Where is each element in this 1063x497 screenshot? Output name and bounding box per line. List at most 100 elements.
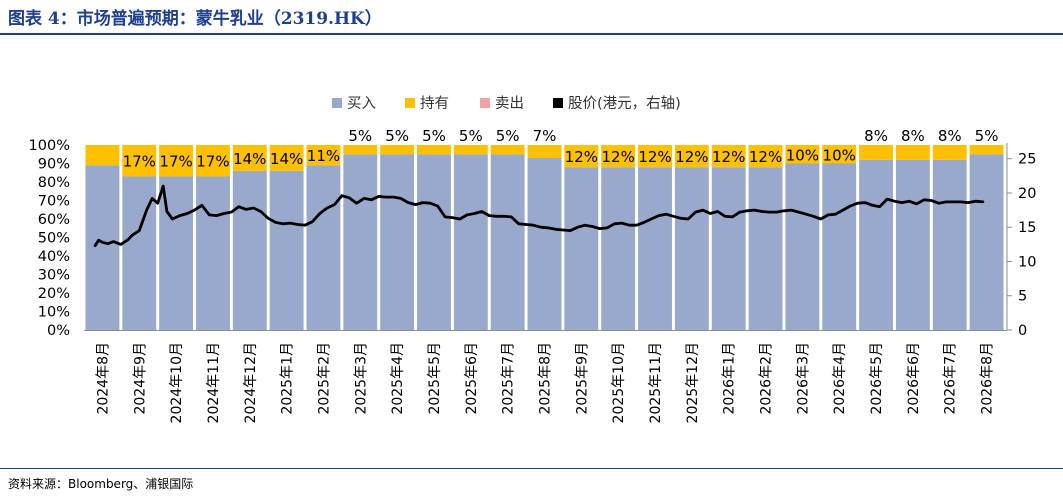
hold-data-label: 17% xyxy=(196,153,229,171)
buy-bar-segment xyxy=(711,167,746,330)
hold-bar-segment xyxy=(306,145,341,166)
hold-data-label: 5% xyxy=(975,127,999,145)
right-axis: 0 5 10 15 20 25 xyxy=(1006,143,1036,339)
hold-data-label: 11% xyxy=(307,147,340,165)
hold-bar-segment xyxy=(932,145,967,160)
hold-bar-segment xyxy=(417,145,451,155)
price-series-line xyxy=(93,184,985,248)
buy-bar-segment xyxy=(527,157,562,330)
hold-bar-segment xyxy=(601,145,636,168)
legend-price-swatch xyxy=(553,98,563,108)
x-tick-label: 2024年11月 xyxy=(206,342,222,423)
left-tick-label: 0% xyxy=(47,323,70,339)
buy-bar-segment xyxy=(195,176,230,330)
hold-data-label: 14% xyxy=(233,150,266,168)
buy-bar-segment xyxy=(785,163,820,330)
buy-bar-segment xyxy=(417,154,451,330)
x-tick-label: 2025年6月 xyxy=(464,342,480,415)
x-tick-label: 2024年10月 xyxy=(169,342,185,423)
buy-bar-segment xyxy=(969,154,1004,330)
left-tick-label: 10% xyxy=(38,305,70,321)
x-tick-label: 2025年10月 xyxy=(611,342,627,423)
left-tick-label: 100% xyxy=(29,138,70,154)
buy-bar-segment xyxy=(638,167,672,330)
legend-hold-label: 持有 xyxy=(420,95,449,112)
x-tick-label: 2026年8月 xyxy=(980,342,996,415)
title-rule xyxy=(0,33,1063,35)
hold-data-label: 8% xyxy=(938,127,962,145)
hold-bar-segment xyxy=(85,145,120,166)
x-tick-label: 2026年4月 xyxy=(832,342,848,415)
hold-bar-segment xyxy=(822,145,857,164)
legend-buy-swatch xyxy=(332,98,342,108)
buy-bar-segment xyxy=(674,167,709,330)
buy-bar-segment xyxy=(895,159,930,330)
buy-bar-segment xyxy=(85,165,120,330)
buy-bar-segment xyxy=(822,163,857,330)
right-tick-label: 15 xyxy=(1018,220,1036,236)
buy-bar-segment xyxy=(343,154,378,330)
left-tick-label: 50% xyxy=(38,231,70,247)
hold-bar-segment xyxy=(895,145,930,160)
hold-bar-segment xyxy=(674,145,709,168)
x-tick-label: 2025年7月 xyxy=(501,342,517,415)
x-tick-label: 2025年9月 xyxy=(574,342,590,415)
buy-bar-segment xyxy=(748,167,783,330)
hold-bar-segment xyxy=(195,145,230,177)
buy-bar-segment xyxy=(601,167,636,330)
hold-data-label: 12% xyxy=(638,148,671,166)
hold-bar-segment xyxy=(711,145,746,168)
left-tick-label: 90% xyxy=(38,157,70,173)
hold-bar-segment xyxy=(564,145,599,168)
legend-hold-swatch xyxy=(405,98,415,108)
x-tick-label: 2026年1月 xyxy=(722,342,738,415)
hold-data-label: 7% xyxy=(533,127,557,145)
x-tick-label: 2025年11月 xyxy=(648,342,664,423)
legend-buy-label: 买入 xyxy=(347,95,376,112)
hold-data-label: 5% xyxy=(385,127,409,145)
x-tick-label: 2024年9月 xyxy=(132,342,148,415)
buy-bar-segment xyxy=(269,170,304,330)
left-tick-label: 30% xyxy=(38,268,70,284)
legend: 买入 持有 卖出 股价(港元，右轴) xyxy=(332,95,681,112)
right-tick-label: 10 xyxy=(1018,254,1036,270)
hold-data-label: 5% xyxy=(496,127,520,145)
hold-bar-segment xyxy=(969,145,1004,155)
x-tick-label: 2026年3月 xyxy=(795,342,811,415)
hold-bar-segment xyxy=(122,145,157,177)
hold-data-label: 12% xyxy=(675,148,708,166)
buy-bar-segment xyxy=(859,159,894,330)
hold-data-label: 14% xyxy=(270,150,303,168)
x-tick-label: 2025年3月 xyxy=(353,342,369,415)
hold-bar-segment xyxy=(232,145,267,171)
x-axis: 2024年8月 2024年9月 2024年10月 2024年11月 2024年12月 20… xyxy=(84,330,1007,423)
buy-bar-segment xyxy=(232,170,267,330)
left-tick-label: 80% xyxy=(38,175,70,191)
right-tick-label: 5 xyxy=(1018,289,1027,305)
hold-data-label: 10% xyxy=(786,146,819,164)
hold-bar-segment xyxy=(269,145,304,171)
footer-rule xyxy=(0,468,1063,469)
hold-data-label: 5% xyxy=(422,127,446,145)
hold-bar-segment xyxy=(785,145,820,164)
x-tick-label: 2025年1月 xyxy=(280,342,296,415)
x-tick-label: 2026年7月 xyxy=(943,342,959,415)
stacked-bars xyxy=(85,145,1004,330)
legend-price-label: 股价(港元，右轴) xyxy=(568,95,681,112)
hold-bar-segment xyxy=(343,145,378,155)
x-tick-label: 2025年4月 xyxy=(390,342,406,415)
hold-data-label: 12% xyxy=(602,148,635,166)
x-tick-label: 2026年5月 xyxy=(869,342,885,415)
hold-bar-segment xyxy=(380,145,415,155)
x-tick-label: 2024年12月 xyxy=(243,342,259,423)
hold-data-label: 12% xyxy=(565,148,598,166)
buy-bar-segment xyxy=(453,154,488,330)
hold-data-label: 12% xyxy=(712,148,745,166)
hold-bar-segment xyxy=(748,145,783,168)
hold-bar-segment xyxy=(527,145,562,158)
hold-bar-segment xyxy=(159,145,194,177)
left-tick-label: 20% xyxy=(38,286,70,302)
buy-bar-segment xyxy=(306,165,341,330)
right-tick-label: 20 xyxy=(1018,186,1036,202)
